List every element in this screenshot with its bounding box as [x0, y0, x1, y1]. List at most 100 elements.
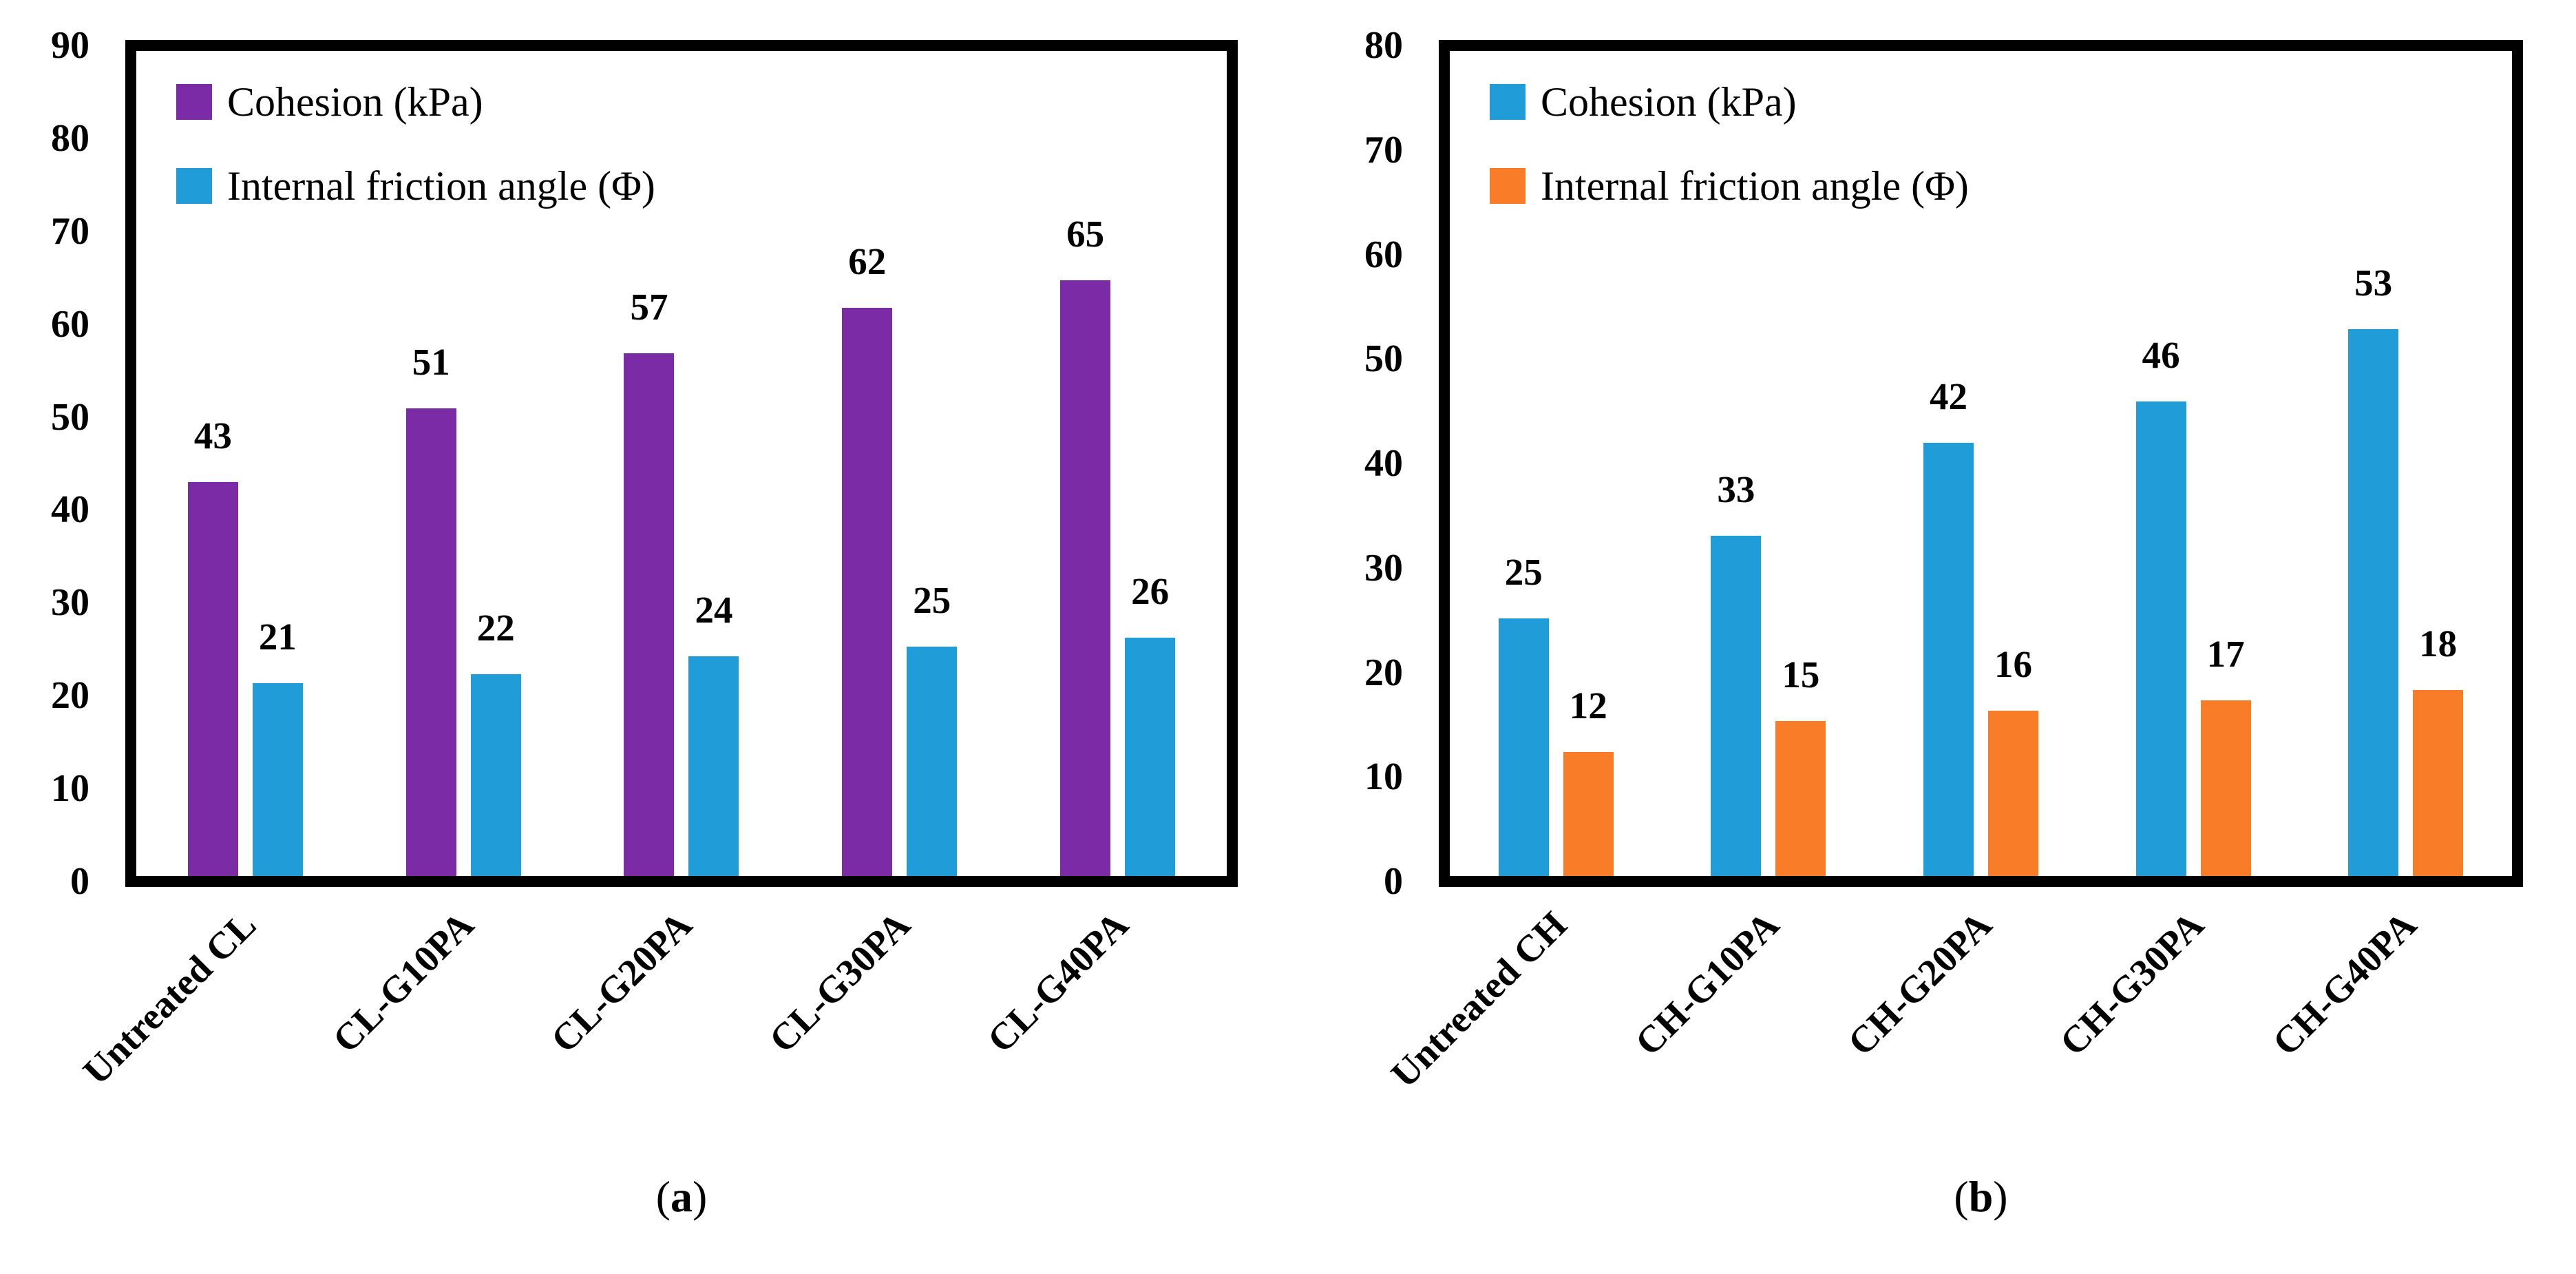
legend-label-friction: Internal friction angle (Φ) [1541, 163, 1969, 209]
bar-value-label: 22 [476, 607, 515, 649]
bar-friction: 18 [2413, 625, 2464, 876]
bar-cohesion: 51 [405, 343, 456, 876]
bar-friction: 12 [1563, 687, 1614, 876]
bar-value-label: 17 [2206, 633, 2245, 676]
panel-b: 0 10 20 30 40 50 60 70 80 25 12 33 15 42 16 46 17 53 18 C… [1288, 0, 2576, 1274]
bar-value-label: 46 [2142, 334, 2180, 377]
bar-cohesion: 43 [187, 417, 238, 876]
panel-label-a: (a) [656, 1175, 708, 1219]
y-axis-tick-label: 30 [51, 581, 89, 625]
legend-a: Cohesion (kPa) Internal friction angle (… [176, 81, 655, 207]
panel-label-paren: ) [693, 1172, 708, 1221]
bar-group: 62 25 [790, 51, 1009, 876]
bar-group: 53 18 [2299, 51, 2512, 876]
panel-label-paren: ) [1993, 1172, 2008, 1221]
legend-b: Cohesion (kPa) Internal friction angle (… [1490, 81, 1969, 207]
bar-value-label: 25 [1504, 550, 1543, 593]
bar-cohesion: 57 [624, 288, 675, 876]
bar-value-label: 62 [848, 240, 887, 282]
legend-label-cohesion: Cohesion (kPa) [1541, 79, 1797, 125]
bar-cohesion: 46 [2135, 336, 2186, 876]
bar-group: 43 21 [136, 51, 355, 876]
legend-swatch-cohesion [1490, 84, 1525, 120]
legend-swatch-friction [176, 168, 212, 204]
bar-value-label: 33 [1717, 468, 1755, 510]
legend-item-friction: Internal friction angle (Φ) [1490, 165, 1969, 207]
y-axis-tick-label: 60 [51, 302, 89, 346]
legend-swatch-cohesion [176, 84, 212, 120]
bar-value-label: 15 [1782, 654, 1820, 696]
bar-value-label: 43 [193, 414, 232, 457]
legend-item-cohesion: Cohesion (kPa) [176, 81, 655, 123]
bar-friction: 25 [907, 581, 958, 876]
x-axis-category-label: Untreated CH [1382, 903, 1575, 1096]
bar-group: 42 16 [1875, 51, 2087, 876]
x-axis-category-label: CH-G30PA [2051, 903, 2213, 1064]
legend-item-cohesion: Cohesion (kPa) [1490, 81, 1969, 123]
bar-value-label: 51 [412, 341, 450, 384]
bar-group: 65 26 [1009, 51, 1227, 876]
x-axis-category-label: CH-G10PA [1627, 903, 1787, 1064]
bar-group: 51 22 [355, 51, 573, 876]
y-axis-tick-label: 90 [51, 24, 89, 67]
y-axis-tick-label: 50 [51, 395, 89, 439]
panel-label-letter: b [1968, 1172, 1994, 1221]
y-axis-tick-label: 50 [1364, 337, 1403, 381]
bars-layer-a: 43 21 51 22 57 24 62 25 65 26 [136, 51, 1227, 876]
bar-cohesion: 53 [2348, 264, 2399, 876]
bar-value-label: 42 [1929, 375, 1967, 418]
x-axis-category-label: Untreated CL [74, 903, 264, 1093]
y-axis-tick-label: 70 [51, 209, 89, 253]
y-axis-tick-label: 20 [1364, 651, 1403, 694]
legend-item-friction: Internal friction angle (Φ) [176, 165, 655, 207]
bar-value-label: 57 [630, 286, 668, 328]
y-axis-tick-label: 40 [51, 488, 89, 532]
plot-area-b [1439, 40, 2523, 887]
bar-value-label: 16 [1994, 643, 2032, 686]
bar-cohesion: 62 [842, 242, 893, 876]
x-axis-category-label: CL-G30PA [761, 903, 918, 1061]
y-axis-tick-label: 20 [51, 674, 89, 718]
panel-a: 0 10 20 30 40 50 60 70 80 90 43 21 51 22 57 24 62 25 65 26… [51, 24, 1238, 1219]
bar-friction: 17 [2200, 635, 2251, 876]
bar-value-label: 26 [1131, 570, 1170, 612]
bar-value-label: 21 [258, 616, 297, 658]
bar-cohesion: 25 [1498, 553, 1549, 876]
panel-label-b: (b) [1954, 1175, 2007, 1219]
bar-group: 57 24 [573, 51, 791, 876]
y-axis-tick-label: 0 [70, 860, 89, 903]
bar-friction: 24 [688, 591, 739, 876]
bar-group: 25 12 [1450, 51, 1662, 876]
bar-friction: 21 [252, 618, 303, 876]
bar-friction: 22 [470, 609, 521, 876]
bar-value-label: 65 [1066, 212, 1105, 255]
y-axis-tick-label: 40 [1364, 442, 1403, 485]
bar-cohesion: 33 [1711, 470, 1762, 876]
bar-friction: 15 [1775, 656, 1826, 876]
bar-group: 33 15 [1662, 51, 1875, 876]
bar-value-label: 24 [695, 588, 733, 631]
bar-cohesion: 65 [1060, 215, 1111, 876]
y-axis-tick-label: 80 [51, 116, 89, 160]
x-axis-category-label: CL-G10PA [324, 903, 483, 1061]
bar-friction: 16 [1987, 645, 2038, 876]
y-axis-tick-label: 10 [51, 767, 89, 811]
panel-label-letter: a [671, 1172, 693, 1221]
bar-value-label: 25 [913, 579, 951, 622]
bars-layer-b: 25 12 33 15 42 16 46 17 53 18 [1450, 51, 2512, 876]
x-axis-category-label: CL-G40PA [979, 903, 1137, 1061]
y-axis-tick-label: 80 [1364, 24, 1403, 67]
panel-label-paren: ( [655, 1172, 671, 1221]
y-axis-tick-label: 10 [1364, 755, 1403, 799]
legend-label-friction: Internal friction angle (Φ) [227, 163, 655, 209]
legend-label-cohesion: Cohesion (kPa) [227, 79, 483, 125]
bar-value-label: 12 [1569, 685, 1607, 727]
y-axis-tick-label: 70 [1364, 128, 1403, 171]
bar-friction: 26 [1125, 572, 1176, 876]
legend-swatch-friction [1490, 168, 1525, 204]
plot-area-a [125, 40, 1238, 887]
y-axis-tick-label: 30 [1364, 546, 1403, 589]
bar-value-label: 53 [2354, 262, 2393, 304]
bar-group: 46 17 [2087, 51, 2300, 876]
